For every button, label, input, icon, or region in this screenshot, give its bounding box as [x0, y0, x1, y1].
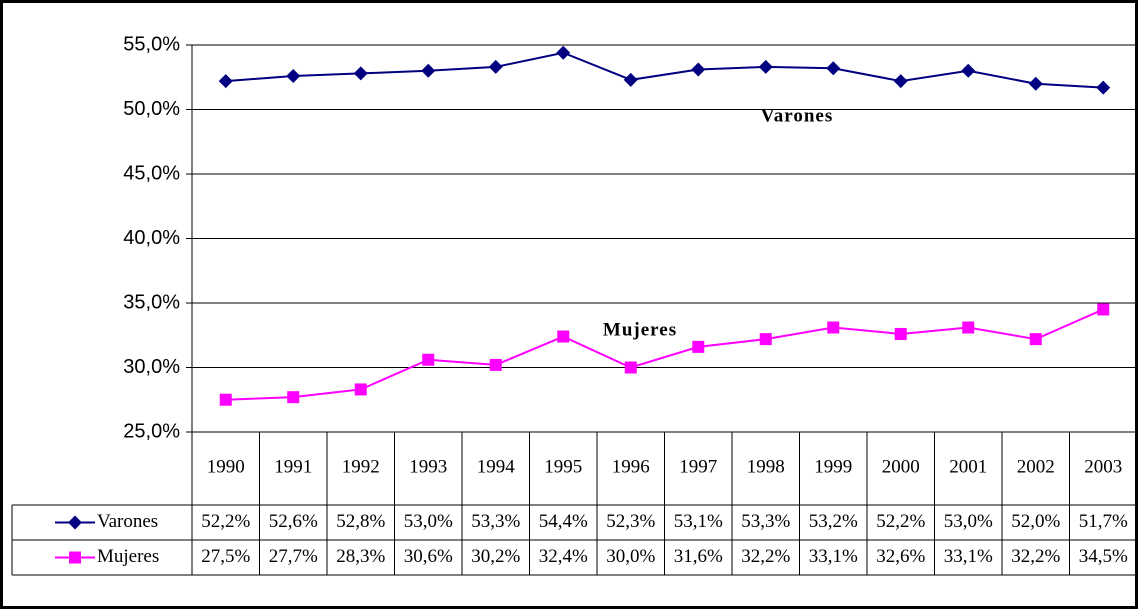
table-value: 32,6%: [876, 546, 925, 567]
table-value: 52,3%: [606, 511, 655, 532]
marker: [893, 74, 908, 89]
annotation: Mujeres: [603, 319, 677, 340]
marker: [218, 74, 233, 89]
table-value: 28,3%: [336, 546, 385, 567]
x-tick-label: 2003: [1084, 456, 1122, 477]
x-tick-label: 2000: [882, 456, 920, 477]
series-line: [225, 308, 1104, 401]
marker: [962, 321, 975, 334]
table-value: 32,2%: [741, 546, 790, 567]
marker: [1096, 80, 1111, 95]
table-value: 27,5%: [201, 546, 250, 567]
y-tick-label: 45,0%: [123, 162, 180, 184]
table-value: 52,0%: [1011, 511, 1060, 532]
y-tick-label: 55,0%: [123, 33, 180, 55]
x-tick-label: 1990: [207, 456, 245, 477]
x-tick-label: 1992: [342, 456, 380, 477]
marker: [354, 383, 367, 396]
table-value: 53,2%: [809, 511, 858, 532]
x-tick-label: 2001: [949, 456, 987, 477]
table-value: 51,7%: [1079, 511, 1128, 532]
marker: [1097, 303, 1110, 316]
x-tick-label: 1997: [679, 456, 717, 477]
marker: [488, 59, 503, 74]
marker: [623, 72, 638, 87]
x-tick-label: 1998: [747, 456, 785, 477]
x-tick-label: 2002: [1017, 456, 1055, 477]
annotation: Varones: [761, 105, 833, 126]
marker: [827, 321, 840, 334]
marker: [692, 340, 705, 353]
legend-marker: [69, 551, 81, 564]
x-tick-label: 1999: [814, 456, 852, 477]
table-value: 32,4%: [539, 546, 588, 567]
legend-label: Varones: [97, 511, 158, 532]
x-tick-label: 1993: [409, 456, 447, 477]
table-value: 30,2%: [471, 546, 520, 567]
legend-label: Mujeres: [97, 546, 159, 567]
y-tick-label: 25,0%: [123, 420, 180, 442]
table-value: 53,3%: [471, 511, 520, 532]
table-value: 33,1%: [944, 546, 993, 567]
marker: [1029, 333, 1042, 346]
y-tick-label: 35,0%: [123, 291, 180, 313]
marker: [489, 358, 502, 371]
table-value: 54,4%: [539, 511, 588, 532]
y-tick-label: 40,0%: [123, 227, 180, 249]
marker: [421, 63, 436, 78]
series-line: [225, 51, 1104, 89]
table-value: 53,0%: [404, 511, 453, 532]
table-value: 52,2%: [876, 511, 925, 532]
table-value: 52,6%: [269, 511, 318, 532]
table-value: 32,2%: [1011, 546, 1060, 567]
legend-marker: [68, 515, 82, 530]
marker: [219, 393, 232, 406]
table-value: 33,1%: [809, 546, 858, 567]
table-value: 31,6%: [674, 546, 723, 567]
marker: [286, 68, 301, 83]
table-value: 34,5%: [1079, 546, 1128, 567]
marker: [557, 330, 570, 343]
table-value: 30,6%: [404, 546, 453, 567]
x-tick-label: 1991: [274, 456, 312, 477]
marker: [624, 361, 637, 374]
marker: [759, 333, 772, 346]
marker: [287, 391, 300, 404]
marker: [826, 61, 841, 76]
x-tick-label: 1995: [544, 456, 582, 477]
x-tick-label: 1994: [477, 456, 516, 477]
x-tick-label: 1996: [612, 456, 650, 477]
marker: [556, 45, 571, 60]
marker: [1028, 76, 1043, 91]
y-tick-label: 30,0%: [123, 356, 180, 378]
table-value: 52,2%: [201, 511, 250, 532]
marker: [422, 353, 435, 366]
y-tick-label: 50,0%: [123, 98, 180, 120]
marker: [961, 63, 976, 78]
table-value: 52,8%: [336, 511, 385, 532]
marker: [353, 66, 368, 81]
table-value: 27,7%: [269, 546, 318, 567]
table-value: 53,3%: [741, 511, 790, 532]
table-value: 53,0%: [944, 511, 993, 532]
table-value: 30,0%: [606, 546, 655, 567]
table-value: 53,1%: [674, 511, 723, 532]
marker: [691, 62, 706, 77]
marker: [894, 327, 907, 340]
marker: [758, 59, 773, 74]
